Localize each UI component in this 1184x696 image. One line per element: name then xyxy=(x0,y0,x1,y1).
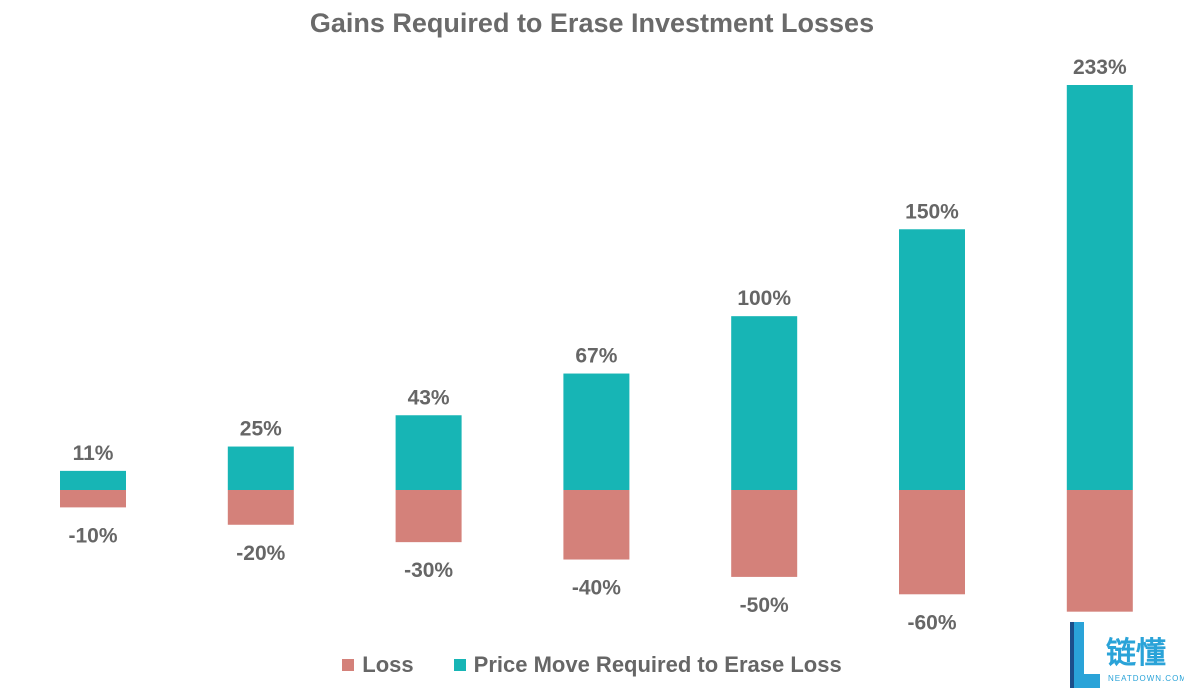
watermark-logo: 链懂 NEATDOWN.COM xyxy=(1070,622,1184,692)
data-label-gain-5: 150% xyxy=(905,200,959,223)
legend-swatch-price-move xyxy=(453,659,466,671)
bar-gain-2 xyxy=(395,415,462,490)
legend-swatch-loss xyxy=(342,659,355,671)
data-label-gain-3: 67% xyxy=(575,345,617,368)
bar-loss-4 xyxy=(731,490,798,577)
watermark-l-icon xyxy=(1070,622,1100,688)
chart-title: Gains Required to Erase Investment Losse… xyxy=(309,8,875,38)
watermark-subtext: NEATDOWN.COM xyxy=(1108,674,1184,683)
data-label-gain-6: 233% xyxy=(1073,56,1127,79)
legend: Loss Price Move Required to Erase Loss xyxy=(0,652,1184,678)
bar-loss-3 xyxy=(563,490,630,560)
data-label-loss-1: -20% xyxy=(236,542,285,565)
bar-loss-2 xyxy=(395,490,462,543)
watermark-text: 链懂 xyxy=(1106,636,1166,671)
bar-gain-6 xyxy=(1066,85,1133,490)
data-label-loss-0: -10% xyxy=(68,524,117,547)
bar-loss-6 xyxy=(1066,490,1133,612)
data-label-loss-3: -40% xyxy=(572,577,621,600)
data-label-gain-4: 100% xyxy=(737,287,791,310)
bar-gain-4 xyxy=(731,316,798,490)
data-label-gain-0: 11% xyxy=(73,442,114,465)
data-label-loss-5: -60% xyxy=(907,611,956,634)
data-label-gain-2: 43% xyxy=(408,386,450,409)
data-label-gain-1: 25% xyxy=(240,418,282,441)
bar-loss-1 xyxy=(227,490,294,525)
bar-loss-5 xyxy=(899,490,965,595)
bar-gain-0 xyxy=(60,470,126,490)
bar-gain-1 xyxy=(227,446,294,490)
legend-item-loss: Loss xyxy=(342,652,414,678)
legend-label-price-move: Price Move Required to Erase Loss xyxy=(473,652,842,677)
bar-gain-5 xyxy=(899,229,965,490)
bar-gain-3 xyxy=(563,373,630,490)
data-label-loss-2: -30% xyxy=(404,559,453,582)
legend-item-price-move: Price Move Required to Erase Loss xyxy=(453,652,842,678)
data-label-loss-4: -50% xyxy=(740,594,789,617)
bar-loss-0 xyxy=(60,490,126,508)
legend-label-loss: Loss xyxy=(362,652,414,677)
